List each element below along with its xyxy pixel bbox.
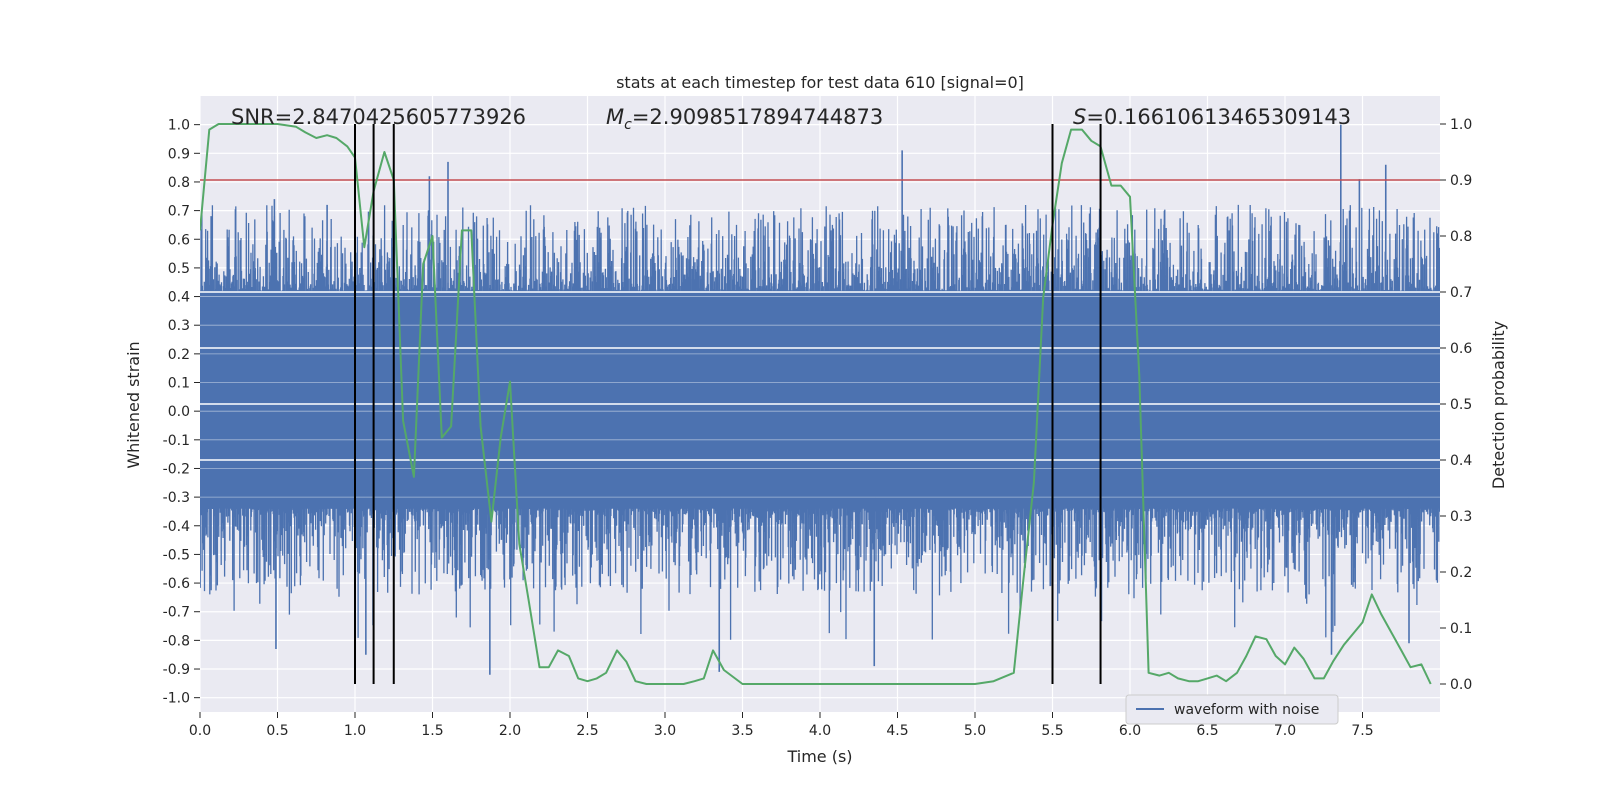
left-tick-label: 0.5 bbox=[168, 261, 190, 277]
left-tick-label: -0.9 bbox=[163, 662, 190, 678]
right-tick-label: 0.2 bbox=[1450, 565, 1472, 581]
left-tick-label: 0.0 bbox=[168, 404, 190, 420]
vertical-lines bbox=[354, 124, 1102, 684]
left-tick-label: -0.4 bbox=[163, 519, 190, 535]
x-axis-ticks: 0.0 0.5 1.0 1.5 2.0 2.5 3.0 3.5 4.0 4.5 5.0 5.5 6.0 6… bbox=[189, 712, 1374, 739]
y-axis-right-label: Detection probability bbox=[1489, 321, 1508, 489]
x-tick-label: 7.5 bbox=[1351, 723, 1373, 739]
x-tick-label: 2.5 bbox=[576, 723, 598, 739]
x-tick-label: 6.5 bbox=[1196, 723, 1218, 739]
x-tick-label: 7.0 bbox=[1274, 723, 1296, 739]
left-tick-label: 0.9 bbox=[168, 146, 190, 162]
left-tick-label: -1.0 bbox=[163, 691, 190, 707]
detection-probability-line bbox=[200, 123, 1432, 685]
mc-value: =2.9098517894744873 bbox=[632, 105, 883, 129]
left-tick-label: -0.8 bbox=[163, 633, 190, 649]
left-tick-label: 0.3 bbox=[168, 318, 190, 334]
right-tick-label: 0.8 bbox=[1450, 229, 1472, 245]
chart-title: stats at each timestep for test data 610… bbox=[616, 73, 1024, 92]
legend-box bbox=[1125, 694, 1339, 725]
left-tick-label: -0.7 bbox=[163, 605, 190, 621]
x-tick-label: 4.5 bbox=[886, 723, 908, 739]
x-tick-label: 5.5 bbox=[1041, 723, 1063, 739]
right-tick-label: 0.4 bbox=[1450, 453, 1472, 469]
detection-probability-series bbox=[200, 123, 1432, 685]
x-tick-label: 0.0 bbox=[189, 723, 211, 739]
s-value: =0.16610613465309143 bbox=[1086, 105, 1351, 129]
x-tick-label: 5.0 bbox=[964, 723, 986, 739]
left-tick-label: -0.5 bbox=[163, 547, 190, 563]
legend-entry: waveform with noise bbox=[1174, 702, 1319, 718]
s-annotation: S=0.16610613465309143 bbox=[1073, 105, 1351, 129]
left-tick-label: 0.8 bbox=[168, 175, 190, 191]
x-tick-label: 4.0 bbox=[809, 723, 831, 739]
right-tick-label: 0.3 bbox=[1450, 509, 1472, 525]
x-tick-label: 3.0 bbox=[654, 723, 676, 739]
left-tick-label: 0.6 bbox=[168, 232, 190, 248]
mc-annotation: Mc=2.9098517894744873 bbox=[606, 105, 883, 133]
left-tick-label: 0.7 bbox=[168, 204, 190, 220]
left-tick-label: 1.0 bbox=[168, 118, 190, 134]
x-axis-label: Time (s) bbox=[786, 747, 852, 766]
left-tick-label: -0.3 bbox=[163, 490, 190, 506]
x-tick-label: 0.5 bbox=[266, 723, 288, 739]
right-tick-label: 0.6 bbox=[1450, 341, 1472, 357]
mc-subscript: c bbox=[624, 117, 632, 133]
right-tick-label: 1.0 bbox=[1450, 117, 1472, 133]
left-tick-label: -0.1 bbox=[163, 433, 190, 449]
right-axis-ticks: 0.0 0.1 0.2 0.3 0.4 0.5 0.6 0.7 0.8 0.9 1.0 bbox=[1440, 117, 1472, 693]
x-tick-label: 2.0 bbox=[499, 723, 521, 739]
x-tick-label: 1.0 bbox=[344, 723, 366, 739]
right-tick-label: 0.1 bbox=[1450, 621, 1472, 637]
left-tick-label: -0.6 bbox=[163, 576, 190, 592]
legend: waveform with noise bbox=[1125, 694, 1339, 725]
right-tick-label: 0.9 bbox=[1450, 173, 1472, 189]
right-tick-label: 0.0 bbox=[1450, 677, 1472, 693]
x-tick-label: 3.5 bbox=[731, 723, 753, 739]
left-tick-label: 0.4 bbox=[168, 290, 190, 306]
left-tick-label: -0.2 bbox=[163, 461, 190, 477]
left-tick-label: 0.1 bbox=[168, 376, 190, 392]
left-axis-ticks: -1.0 -0.9 -0.8 -0.7 -0.6 -0.5 -0.4 -0.3 -0.2 -0.1… bbox=[163, 118, 200, 707]
x-tick-label: 6.0 bbox=[1119, 723, 1141, 739]
s-symbol: S bbox=[1073, 105, 1086, 129]
x-tick-label: 1.5 bbox=[421, 723, 443, 739]
snr-annotation: SNR=2.8470425605773926 bbox=[231, 105, 526, 129]
right-tick-label: 0.5 bbox=[1450, 397, 1472, 413]
right-tick-label: 0.7 bbox=[1450, 285, 1472, 301]
left-tick-label: 0.2 bbox=[168, 347, 190, 363]
grid-overlay bbox=[200, 291, 1440, 498]
waveform-series bbox=[200, 124, 1440, 675]
waveform-line bbox=[200, 204, 1440, 640]
y-axis-label: Whitened strain bbox=[124, 341, 143, 468]
mc-symbol: M bbox=[606, 105, 624, 129]
